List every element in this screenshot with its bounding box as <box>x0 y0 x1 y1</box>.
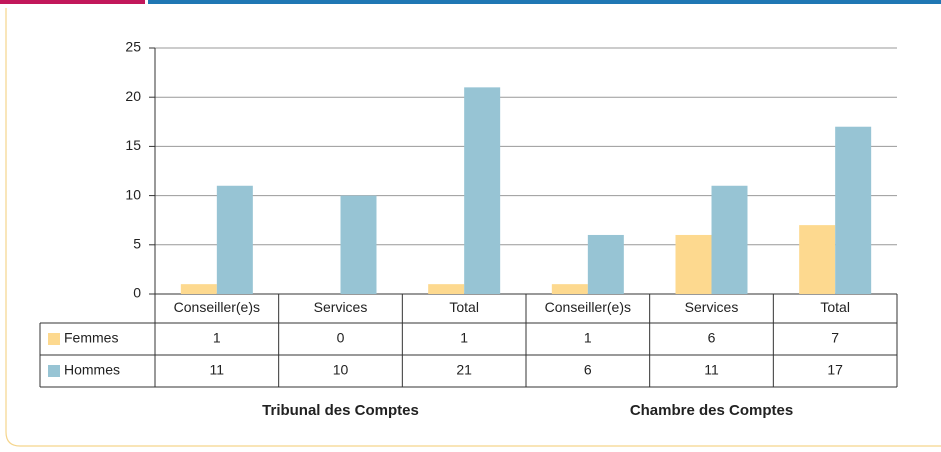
x-tick-label: Services <box>685 299 739 315</box>
legend-swatch <box>48 333 60 345</box>
bar <box>464 87 501 294</box>
table-value: 0 <box>337 330 345 346</box>
x-tick-label: Conseiller(e)s <box>545 299 631 315</box>
table-value: 1 <box>460 330 468 346</box>
legend-label: Femmes <box>64 330 118 346</box>
y-tick-label: 0 <box>133 285 141 301</box>
group-label: Tribunal des Comptes <box>262 402 419 419</box>
group-label: Chambre des Comptes <box>630 402 793 419</box>
table-value: 17 <box>827 362 843 378</box>
bar <box>799 225 836 294</box>
x-tick-label: Services <box>314 299 368 315</box>
y-tick-label: 25 <box>125 39 141 55</box>
table-value: 11 <box>704 362 719 378</box>
legend-swatch <box>48 365 60 377</box>
table-value: 1 <box>584 330 592 346</box>
table-value: 6 <box>708 330 716 346</box>
top-bar-left <box>0 0 145 4</box>
table-value: 7 <box>831 330 839 346</box>
bar <box>711 185 748 294</box>
bar <box>216 185 253 294</box>
frame <box>5 8 941 447</box>
legend-label: Hommes <box>64 362 120 378</box>
table-value: 1 <box>213 330 221 346</box>
y-tick-label: 15 <box>125 137 141 153</box>
bar <box>180 284 217 294</box>
y-tick-label: 10 <box>125 186 141 202</box>
top-bar-right <box>148 0 941 4</box>
bar <box>675 234 712 294</box>
x-tick-label: Total <box>820 299 850 315</box>
table-value: 11 <box>210 362 225 378</box>
bar <box>587 234 624 294</box>
x-tick-label: Total <box>449 299 479 315</box>
bar <box>340 195 377 294</box>
table-value: 21 <box>456 362 472 378</box>
bar <box>835 126 872 294</box>
y-tick-label: 20 <box>125 88 141 104</box>
table-value: 6 <box>584 362 592 378</box>
bar <box>551 284 588 294</box>
bar <box>428 284 465 294</box>
x-tick-label: Conseiller(e)s <box>174 299 260 315</box>
y-tick-label: 5 <box>133 236 141 252</box>
table-value: 10 <box>333 362 349 378</box>
